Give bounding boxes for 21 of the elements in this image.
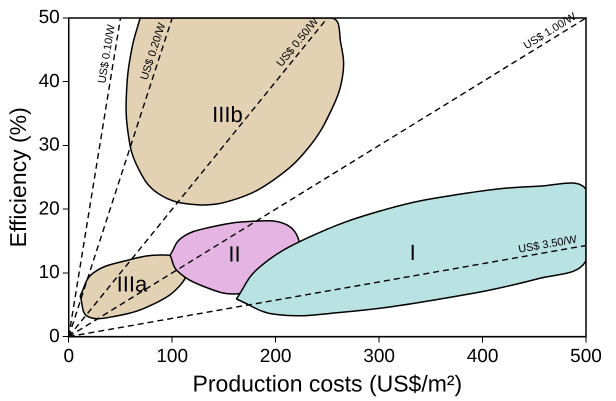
series-label: I: [410, 240, 416, 266]
y-axis-title: Efficiency (%): [5, 107, 32, 248]
y-tick-label: 20: [38, 198, 60, 220]
y-tick-label: 0: [49, 326, 60, 347]
series-label: IIIb: [212, 102, 243, 127]
y-tick-label: 40: [38, 70, 60, 92]
series-label: II: [228, 241, 241, 266]
y-tick-label: 30: [38, 134, 60, 156]
x-tick-label: 100: [156, 346, 188, 368]
x-tick-label: 0: [63, 346, 74, 368]
x-tick-label: 200: [260, 346, 292, 368]
y-tick-label: 50: [38, 7, 60, 28]
series-label: IIIa: [116, 271, 148, 296]
x-tick-label: 400: [466, 346, 498, 368]
text: US$ 0.10/W: [96, 23, 118, 84]
x-tick-label: 500: [570, 346, 602, 368]
x-axis-title: Production costs (US$/m²): [192, 370, 462, 397]
y-tick-label: 10: [38, 262, 60, 284]
text: US$ 0.20/W: [138, 20, 169, 82]
text: US$ 3.50/W: [517, 234, 578, 256]
x-tick-label: 300: [363, 346, 395, 368]
